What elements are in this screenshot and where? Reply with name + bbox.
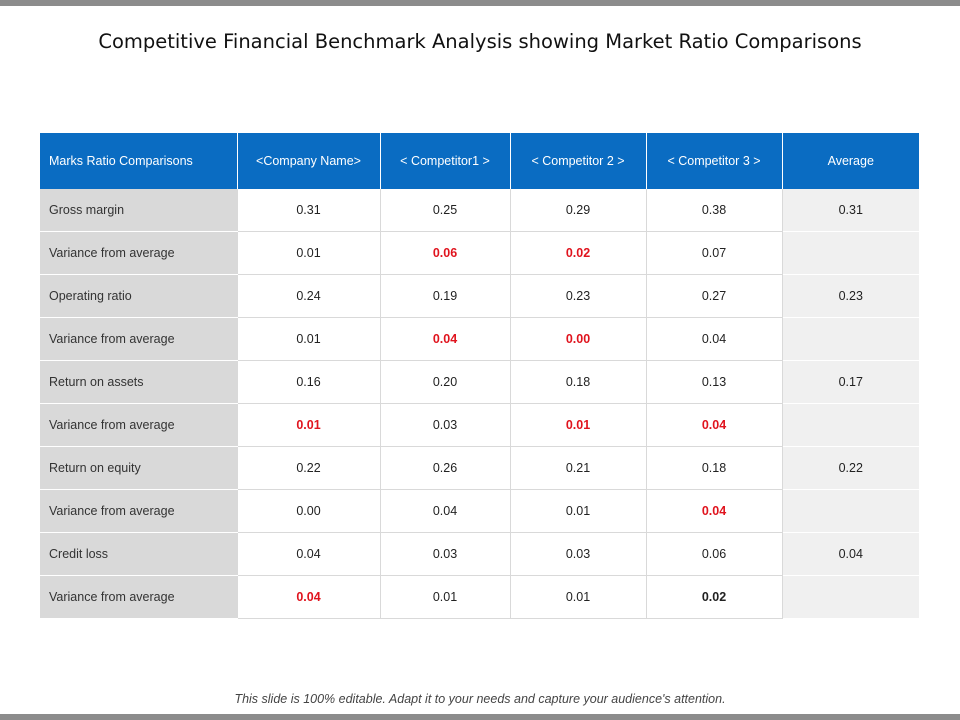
- value-cell: 0.02: [510, 231, 647, 275]
- average-cell: 0.23: [782, 274, 919, 318]
- value-cell: 0.07: [646, 231, 783, 275]
- value-cell: 0.06: [646, 532, 783, 576]
- header-competitor-3: < Competitor 3 >: [646, 133, 783, 189]
- average-cell: 0.04: [782, 532, 919, 576]
- value-cell: 0.18: [646, 446, 783, 490]
- value-cell: 0.01: [510, 575, 647, 619]
- header-competitor-1: < Competitor1 >: [380, 133, 511, 189]
- table-header-row: Marks Ratio Comparisons <Company Name> <…: [40, 133, 919, 189]
- value-cell: 0.02: [646, 575, 783, 619]
- value-cell: 0.04: [646, 317, 783, 361]
- value-cell: 0.04: [646, 489, 783, 533]
- table-row: Variance from average 0.01 0.04 0.00 0.04: [40, 317, 919, 361]
- row-label: Return on equity: [40, 446, 238, 490]
- value-cell: 0.24: [237, 274, 381, 318]
- value-cell: 0.19: [380, 274, 511, 318]
- row-label: Variance from average: [40, 231, 238, 275]
- value-cell: 0.18: [510, 360, 647, 404]
- row-label: Variance from average: [40, 575, 238, 619]
- value-cell: 0.03: [380, 403, 511, 447]
- value-cell: 0.22: [237, 446, 381, 490]
- table-row: Operating ratio 0.24 0.19 0.23 0.27 0.23: [40, 274, 919, 318]
- value-cell: 0.01: [380, 575, 511, 619]
- row-label: Variance from average: [40, 489, 238, 533]
- value-cell: 0.04: [646, 403, 783, 447]
- page-title: Competitive Financial Benchmark Analysis…: [98, 30, 862, 53]
- top-frame-bar: [0, 0, 960, 6]
- value-cell: 0.23: [510, 274, 647, 318]
- average-cell: 0.22: [782, 446, 919, 490]
- benchmark-table: Marks Ratio Comparisons <Company Name> <…: [40, 133, 919, 619]
- table-row: Credit loss 0.04 0.03 0.03 0.06 0.04: [40, 532, 919, 576]
- row-label: Variance from average: [40, 317, 238, 361]
- row-label: Return on assets: [40, 360, 238, 404]
- table-body: Gross margin 0.31 0.25 0.29 0.38 0.31 Variance…: [40, 189, 919, 619]
- table-row: Variance from average 0.01 0.03 0.01 0.04: [40, 403, 919, 447]
- value-cell: 0.04: [237, 575, 381, 619]
- value-cell: 0.01: [510, 403, 647, 447]
- value-cell: 0.16: [237, 360, 381, 404]
- row-label: Variance from average: [40, 403, 238, 447]
- bottom-frame-bar: [0, 714, 960, 720]
- value-cell: 0.06: [380, 231, 511, 275]
- header-competitor-2: < Competitor 2 >: [510, 133, 647, 189]
- value-cell: 0.21: [510, 446, 647, 490]
- value-cell: 0.01: [237, 403, 381, 447]
- value-cell: 0.00: [237, 489, 381, 533]
- value-cell: 0.03: [380, 532, 511, 576]
- value-cell: 0.03: [510, 532, 647, 576]
- table-row: Gross margin 0.31 0.25 0.29 0.38 0.31: [40, 189, 919, 232]
- value-cell: 0.13: [646, 360, 783, 404]
- value-cell: 0.04: [380, 317, 511, 361]
- row-label: Credit loss: [40, 532, 238, 576]
- value-cell: 0.20: [380, 360, 511, 404]
- table-row: Return on equity 0.22 0.26 0.21 0.18 0.22: [40, 446, 919, 490]
- average-cell: [782, 575, 919, 619]
- value-cell: 0.01: [237, 231, 381, 275]
- table-row: Variance from average 0.00 0.04 0.01 0.04: [40, 489, 919, 533]
- average-cell: 0.31: [782, 189, 919, 232]
- value-cell: 0.27: [646, 274, 783, 318]
- value-cell: 0.04: [380, 489, 511, 533]
- value-cell: 0.25: [380, 189, 511, 232]
- average-cell: [782, 403, 919, 447]
- header-metric: Marks Ratio Comparisons: [40, 133, 238, 189]
- header-average: Average: [782, 133, 919, 189]
- value-cell: 0.26: [380, 446, 511, 490]
- value-cell: 0.04: [237, 532, 381, 576]
- table-row: Variance from average 0.01 0.06 0.02 0.07: [40, 231, 919, 275]
- table-row: Variance from average 0.04 0.01 0.01 0.02: [40, 575, 919, 619]
- row-label: Operating ratio: [40, 274, 238, 318]
- average-cell: [782, 317, 919, 361]
- value-cell: 0.00: [510, 317, 647, 361]
- value-cell: 0.29: [510, 189, 647, 232]
- average-cell: [782, 489, 919, 533]
- footer-note: This slide is 100% editable. Adapt it to…: [234, 692, 726, 706]
- value-cell: 0.01: [510, 489, 647, 533]
- value-cell: 0.31: [237, 189, 381, 232]
- average-cell: 0.17: [782, 360, 919, 404]
- row-label: Gross margin: [40, 189, 238, 232]
- value-cell: 0.01: [237, 317, 381, 361]
- value-cell: 0.38: [646, 189, 783, 232]
- average-cell: [782, 231, 919, 275]
- header-company: <Company Name>: [237, 133, 381, 189]
- table-row: Return on assets 0.16 0.20 0.18 0.13 0.17: [40, 360, 919, 404]
